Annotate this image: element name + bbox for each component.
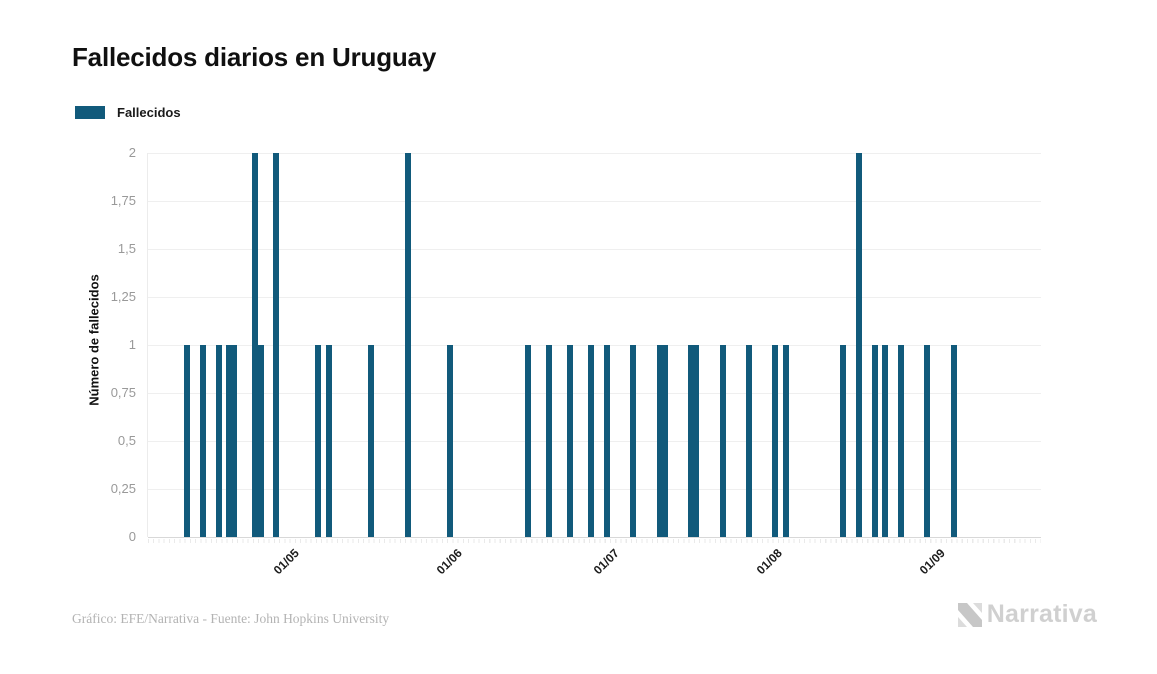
bar: [688, 345, 694, 537]
narrativa-n-icon: [957, 602, 982, 627]
bar: [231, 345, 238, 537]
bar: [184, 345, 190, 537]
bar: [588, 345, 595, 537]
x-tick-label: 01/09: [916, 546, 948, 578]
bar: [325, 345, 332, 537]
bar: [950, 345, 957, 537]
y-tick-label: 0,5: [117, 433, 136, 448]
narrativa-logo-text: Narrativa: [986, 600, 1097, 628]
gridline: [148, 153, 1041, 154]
narrativa-logo: Narrativa: [957, 600, 1097, 629]
bar: [546, 345, 553, 537]
y-axis-line: [147, 153, 148, 537]
bar: [882, 345, 889, 537]
x-tick-label: 01/05: [270, 546, 302, 578]
bar: [367, 345, 374, 537]
y-tick-label: 0: [128, 529, 136, 544]
plot-area: [147, 153, 1041, 538]
bar: [871, 345, 878, 537]
bar: [693, 345, 700, 537]
y-tick-label: 1,25: [110, 289, 136, 304]
y-tick-label: 1: [128, 337, 136, 352]
bar: [856, 153, 862, 537]
legend-color-swatch: [75, 106, 105, 119]
x-axis-minor-ticks: [148, 539, 1041, 543]
bar: [656, 345, 663, 537]
bar: [840, 345, 847, 537]
bar: [199, 345, 206, 537]
bar: [215, 345, 222, 537]
x-axis-line: [148, 537, 1041, 538]
x-tick-label: 01/08: [753, 546, 785, 578]
x-tick-label: 01/06: [433, 546, 465, 578]
bar: [315, 345, 322, 537]
bar: [404, 153, 411, 537]
bar: [898, 345, 904, 537]
gridline: [148, 489, 1041, 490]
source-credit: Gráfico: EFE/Narrativa - Fuente: John Ho…: [72, 611, 390, 626]
gridline: [148, 393, 1041, 394]
legend-item-fallecidos[interactable]: Fallecidos: [75, 105, 181, 120]
y-tick-label: 1,75: [110, 193, 136, 208]
bar: [252, 153, 259, 537]
y-tick-label: 0,75: [110, 385, 136, 400]
y-tick-label: 0,25: [110, 481, 136, 496]
gridline: [148, 249, 1041, 250]
bar: [226, 345, 232, 537]
gridline: [148, 201, 1041, 202]
bar: [719, 345, 726, 537]
y-tick-label: 1,5: [117, 241, 136, 256]
gridline: [148, 441, 1041, 442]
gridline: [148, 345, 1041, 346]
bar: [525, 345, 532, 537]
bar: [567, 345, 574, 537]
legend-label: Fallecidos: [117, 105, 181, 120]
x-tick-label: 01/07: [591, 546, 623, 578]
bar: [604, 345, 610, 537]
chart-title: Fallecidos diarios en Uruguay: [72, 42, 437, 72]
y-tick-label: 2: [128, 145, 136, 160]
bar: [924, 345, 931, 537]
bar: [257, 345, 264, 537]
bar: [772, 345, 778, 537]
bar: [745, 345, 752, 537]
bar: [661, 345, 668, 537]
bar: [630, 345, 637, 537]
bar: [273, 153, 280, 537]
bar: [782, 345, 789, 537]
bar: [446, 345, 453, 537]
gridline: [148, 297, 1041, 298]
